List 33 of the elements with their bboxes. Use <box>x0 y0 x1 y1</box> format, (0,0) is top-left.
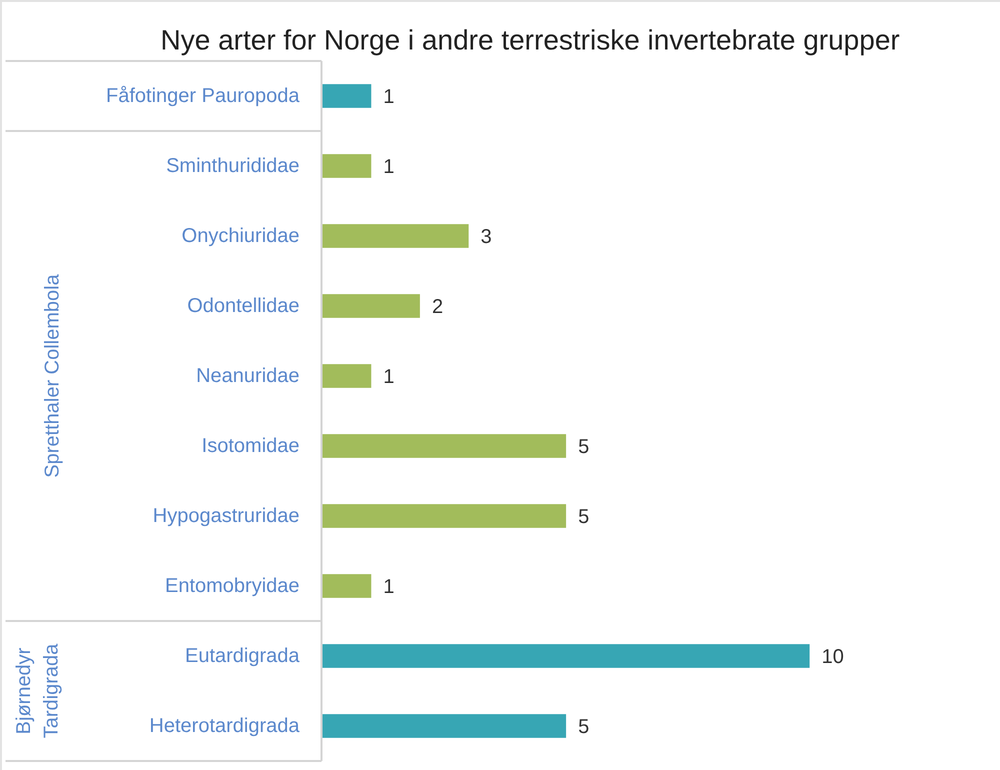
bar <box>322 224 469 248</box>
data-label: 3 <box>480 226 492 248</box>
y-tick-label: Entomobryidae <box>164 575 300 597</box>
data-label: 5 <box>578 436 590 458</box>
data-label: 10 <box>822 646 844 668</box>
y-tick-label: Eutardigrada <box>184 645 300 667</box>
bar <box>322 154 372 178</box>
y-tick-label: Onychiuridae <box>182 225 300 247</box>
chart-title: Nye arter for Norge i andre terrestriske invertebrate grupper <box>160 24 900 56</box>
data-label: 1 <box>383 366 394 388</box>
y-tick-label: Heterotardigrada <box>149 715 300 737</box>
y-tick-label: Sminthurididae <box>166 155 300 177</box>
text: Spretthaler Collembola <box>42 273 64 478</box>
data-label: 1 <box>383 576 394 598</box>
data-label: 5 <box>578 506 590 528</box>
bar <box>322 504 566 528</box>
data-label: 5 <box>578 716 590 738</box>
bar <box>322 364 372 388</box>
bar <box>322 574 372 598</box>
y-tick-label: Fåfotinger Pauropoda <box>106 85 300 107</box>
bar <box>322 434 566 458</box>
bar <box>322 84 372 108</box>
y-tick-label: Neanuridae <box>196 365 300 387</box>
y-tick-label: Odontellidae <box>187 295 300 317</box>
y-tick-label: Isotomidae <box>202 435 300 457</box>
y-tick-label: Hypogastruridae <box>152 505 300 527</box>
data-label: 2 <box>432 296 444 318</box>
text: Bjørnedyr Tardigrada <box>12 642 62 738</box>
bar <box>322 294 420 318</box>
data-label: 1 <box>383 156 394 178</box>
bar <box>322 714 566 738</box>
data-label: 1 <box>383 86 394 108</box>
bar <box>322 644 810 668</box>
